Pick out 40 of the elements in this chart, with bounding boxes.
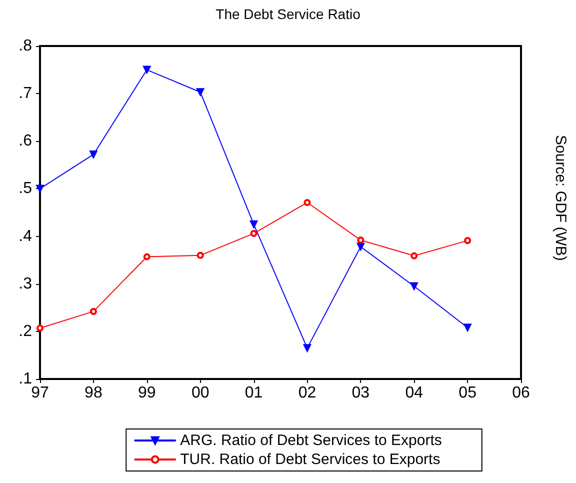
legend-label: ARG. Ratio of Debt Services to Exports bbox=[180, 432, 442, 449]
point bbox=[89, 150, 98, 158]
point bbox=[304, 199, 311, 206]
y-tick-label: .2 bbox=[18, 322, 32, 340]
x-tick-label: 97 bbox=[31, 384, 49, 402]
x-tick-label: 03 bbox=[352, 384, 370, 402]
point bbox=[250, 220, 258, 228]
x-tick-label: 05 bbox=[458, 384, 477, 402]
point bbox=[250, 230, 258, 237]
x-tick-label: 99 bbox=[138, 384, 156, 402]
point bbox=[143, 253, 150, 260]
y-tick-label: .6 bbox=[18, 132, 32, 150]
point bbox=[356, 242, 365, 251]
point bbox=[410, 252, 418, 260]
point bbox=[196, 252, 204, 259]
legend-label: TUR. Ratio of Debt Services to Exports bbox=[180, 451, 440, 468]
y-tick-label: .4 bbox=[18, 228, 32, 245]
point bbox=[90, 308, 97, 315]
point bbox=[464, 237, 472, 244]
y-tick-label: .8 bbox=[18, 38, 32, 54]
point bbox=[36, 324, 44, 332]
chart-title: The Debt Service Ratio bbox=[216, 6, 361, 22]
point bbox=[464, 324, 472, 332]
point bbox=[410, 282, 418, 290]
point bbox=[196, 88, 204, 96]
y-tick-label: .1 bbox=[18, 370, 32, 388]
source-note: Source: GDF (WB) bbox=[552, 135, 569, 261]
x-tick-label: 98 bbox=[84, 384, 102, 402]
x-tick-label: 04 bbox=[405, 384, 424, 402]
x-tick-label: 02 bbox=[298, 384, 316, 402]
y-tick-label: .3 bbox=[18, 275, 32, 292]
x-tick-label: 01 bbox=[244, 384, 263, 402]
point bbox=[357, 236, 364, 244]
point bbox=[303, 344, 312, 352]
y-tick-label: .7 bbox=[18, 85, 32, 102]
point bbox=[142, 66, 151, 74]
y-tick-label: .5 bbox=[18, 180, 32, 198]
point bbox=[36, 184, 44, 193]
x-tick-label: 00 bbox=[191, 384, 210, 402]
x-tick-label: 06 bbox=[512, 384, 530, 402]
